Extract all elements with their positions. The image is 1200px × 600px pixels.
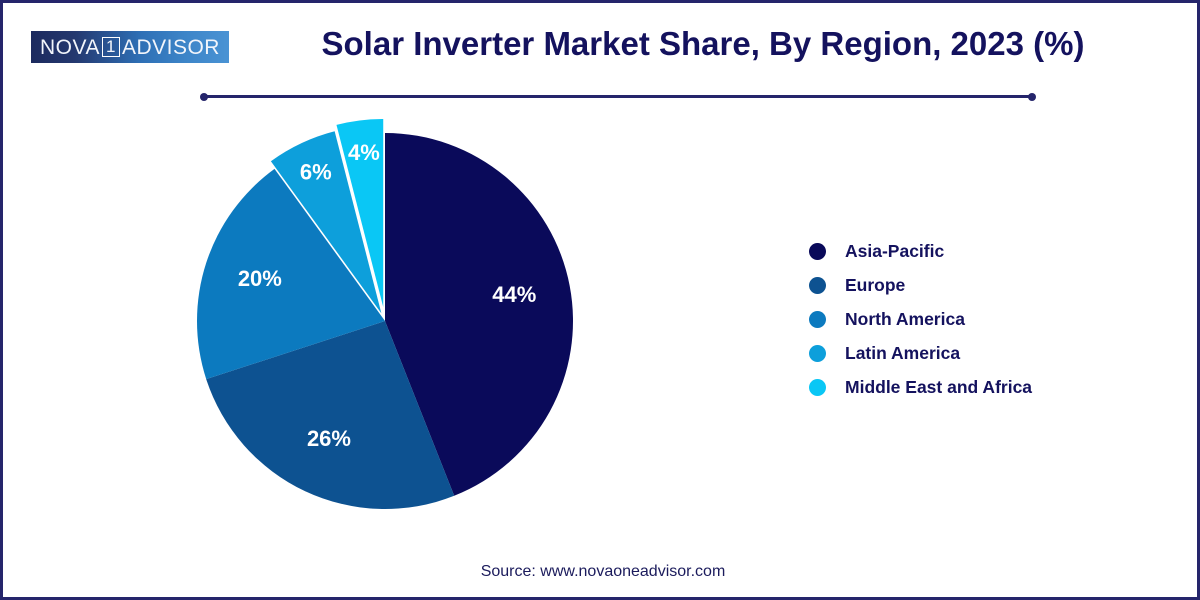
pie-slice-label: 6%: [300, 160, 332, 185]
legend-color-swatch-icon: [809, 242, 826, 260]
legend-item-label: Middle East and Africa: [845, 376, 1033, 397]
pie-slice-group: [197, 119, 573, 509]
nova-advisor-logo: NOVA 1 ADVISOR: [31, 31, 229, 63]
chart-legend: Asia-Pacific Europe North America Latin Ame…: [809, 234, 1139, 404]
pie-slice-label: 26%: [307, 426, 351, 451]
logo-badge-one: 1: [101, 36, 120, 58]
pie-slice[interactable]: [336, 119, 384, 308]
legend-item[interactable]: Latin America: [809, 336, 1139, 370]
page-title: Solar Inverter Market Share, By Region, …: [321, 25, 1085, 62]
legend-item-label: North America: [845, 308, 965, 329]
legend-item[interactable]: North America: [809, 302, 1139, 336]
pie-slice[interactable]: [270, 131, 382, 314]
pie-slice[interactable]: [197, 168, 385, 380]
legend-color-swatch-icon: [809, 276, 826, 294]
legend-color-swatch-icon: [809, 344, 826, 362]
legend-item-label: Europe: [845, 274, 906, 295]
divider-left-dot: [200, 92, 208, 101]
logo-word-nova: NOVA: [40, 35, 100, 59]
legend-item[interactable]: Asia-Pacific: [809, 234, 1139, 268]
logo-text: NOVA 1 ADVISOR: [40, 37, 220, 58]
title-divider: [200, 92, 1036, 101]
logo-word-advisor: ADVISOR: [121, 35, 220, 59]
divider-right-dot: [1028, 92, 1036, 101]
pie-chart: 44% 26% 20% 6% 4%: [153, 103, 633, 553]
pie-slice-label: 20%: [238, 266, 282, 291]
legend-color-swatch-icon: [809, 378, 826, 396]
pie-slice-label: 4%: [348, 140, 380, 165]
legend-item[interactable]: Europe: [809, 268, 1139, 302]
legend-color-swatch-icon: [809, 310, 826, 328]
pie-slice[interactable]: [206, 321, 455, 509]
pie-chart-svg: 44% 26% 20% 6% 4%: [197, 119, 573, 509]
pie-label-group: 44% 26% 20% 6% 4%: [238, 140, 536, 451]
source-note: Source: www.novaoneadvisor.com: [480, 563, 726, 580]
legend-item-label: Latin America: [845, 342, 961, 363]
pie-slice-label: 44%: [492, 282, 536, 307]
legend-item[interactable]: Middle East and Africa: [809, 370, 1139, 404]
legend-item-label: Asia-Pacific: [845, 240, 945, 261]
pie-slice[interactable]: [385, 133, 573, 496]
